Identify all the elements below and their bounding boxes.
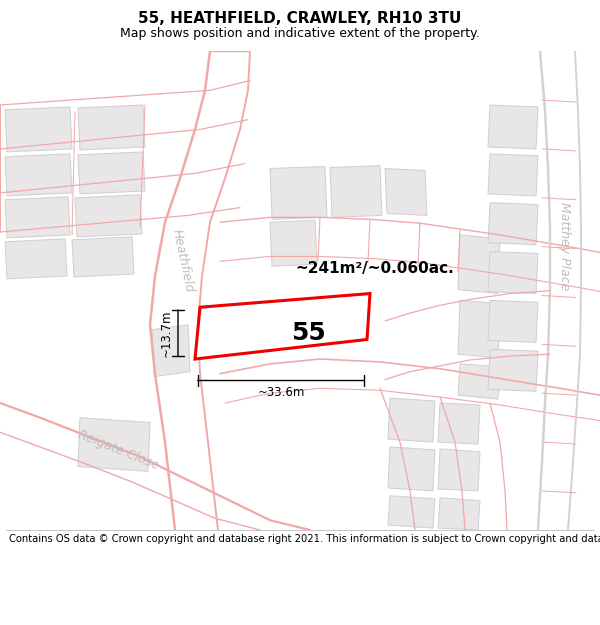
Polygon shape <box>330 166 382 217</box>
Polygon shape <box>5 107 72 152</box>
Polygon shape <box>488 349 538 391</box>
Polygon shape <box>488 301 538 343</box>
Polygon shape <box>438 449 480 491</box>
Text: 55, HEATHFIELD, CRAWLEY, RH10 3TU: 55, HEATHFIELD, CRAWLEY, RH10 3TU <box>139 11 461 26</box>
Polygon shape <box>488 154 538 196</box>
Text: Matthey Place: Matthey Place <box>559 202 571 291</box>
Polygon shape <box>5 154 72 196</box>
Polygon shape <box>75 195 142 237</box>
Polygon shape <box>488 202 538 245</box>
Polygon shape <box>78 418 150 471</box>
Polygon shape <box>5 239 67 279</box>
Polygon shape <box>488 105 538 149</box>
Polygon shape <box>78 105 145 150</box>
Polygon shape <box>5 197 70 238</box>
Polygon shape <box>388 447 435 491</box>
Polygon shape <box>458 235 500 294</box>
Text: ~33.6m: ~33.6m <box>257 386 305 399</box>
Polygon shape <box>78 152 145 194</box>
Polygon shape <box>438 403 480 444</box>
Text: 55: 55 <box>290 321 325 344</box>
Polygon shape <box>488 251 538 294</box>
Text: Contains OS data © Crown copyright and database right 2021. This information is : Contains OS data © Crown copyright and d… <box>9 534 600 544</box>
Polygon shape <box>270 220 317 266</box>
Polygon shape <box>458 364 500 399</box>
Polygon shape <box>152 325 190 377</box>
Polygon shape <box>438 498 480 530</box>
Text: Map shows position and indicative extent of the property.: Map shows position and indicative extent… <box>120 27 480 40</box>
Text: ~13.7m: ~13.7m <box>160 309 173 357</box>
Polygon shape <box>195 294 370 359</box>
Polygon shape <box>458 301 500 358</box>
Polygon shape <box>385 169 427 216</box>
Polygon shape <box>388 496 435 528</box>
Text: Reigate Close: Reigate Close <box>76 428 160 472</box>
Polygon shape <box>388 398 435 442</box>
Text: ~241m²/~0.060ac.: ~241m²/~0.060ac. <box>295 261 454 276</box>
Text: Heathfield: Heathfield <box>170 228 196 294</box>
Polygon shape <box>72 237 134 277</box>
Polygon shape <box>270 166 327 219</box>
